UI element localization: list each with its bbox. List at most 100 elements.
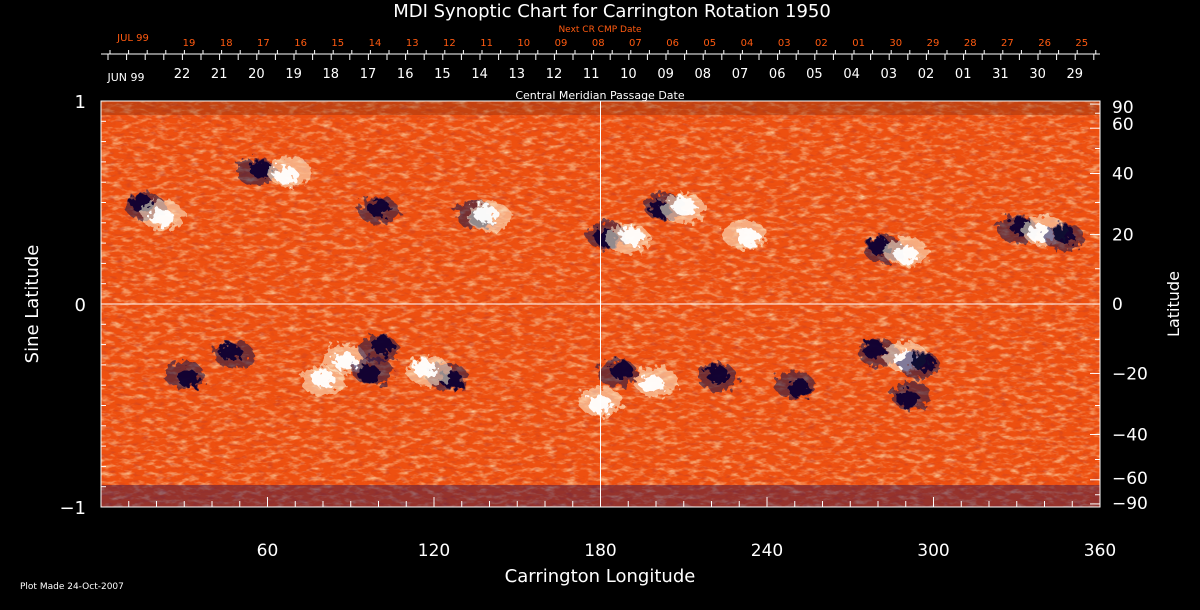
next-cr-day-label: 08 [592,38,605,49]
next-cr-day-label: 28 [964,38,977,49]
next-cr-axis-title: Next CR CMP Date [558,25,642,35]
cmp-day-label: 06 [769,67,786,82]
left-tick-label: 1 [75,92,86,113]
x-axis-label: Carrington Longitude [505,566,696,587]
cmp-axis-title: Central Meridian Passage Date [515,89,684,102]
next-cr-day-label: 29 [927,38,940,49]
plot-made-note: Plot Made 24-Oct-2007 [20,582,124,592]
next-cr-day-label: 06 [666,38,679,49]
cmp-day-label: 12 [546,67,563,82]
cmp-day-label: 14 [471,67,488,82]
cmp-day-label: 05 [806,67,823,82]
cmp-day-label: 20 [248,67,265,82]
positive-region-22 [301,366,345,397]
cmp-day-label: 19 [285,67,302,82]
next-cr-day-label: 27 [1001,38,1014,49]
cmp-day-label: 16 [397,67,414,82]
cmp-day-label: 02 [918,67,935,82]
positive-region-13 [883,236,928,267]
next-cr-day-label: 10 [517,38,530,49]
cmp-day-label: 01 [955,67,972,82]
positive-region-8 [606,224,651,255]
positive-region-11 [722,219,767,250]
x-axis-ticks: 60 120 180 240 300 360 [128,497,1116,561]
cmp-day-label: 30 [1029,67,1046,82]
next-cr-day-label: 18 [220,38,233,49]
cmp-day-label: 21 [211,67,228,82]
positive-region-10 [661,193,706,224]
x-tick-label-300: 300 [917,541,949,561]
next-cr-day-label: 16 [294,38,307,49]
negative-region-16 [1043,223,1084,252]
negative-region-18 [214,340,255,369]
next-cr-day-label: 19 [183,38,196,49]
x-tick-label-120: 120 [418,541,450,561]
next-cr-day-label: 04 [741,38,754,49]
left-tick-label: −1 [59,498,86,519]
next-cr-day-label: 03 [778,38,791,49]
right-tick-label--20: −20 [1112,364,1148,384]
right-tick-label-0: 0 [1112,295,1123,315]
next-cr-day-label: 25 [1075,38,1088,49]
cmp-day-label: 15 [434,67,451,82]
positive-region-6 [467,201,512,232]
cmp-day-label: 11 [583,67,600,82]
next-cr-day-label: 07 [629,38,642,49]
right-tick-label-60: 60 [1112,115,1134,135]
x-tick-label-60: 60 [257,541,279,561]
right-tick-label-90: 90 [1112,98,1134,118]
chart-title: MDI Synoptic Chart for Carrington Rotati… [393,1,831,22]
cmp-day-label: 09 [657,67,674,82]
next-cr-day-label: 01 [852,38,865,49]
next-cr-day-label: 13 [406,38,419,49]
next-cr-day-label: 30 [889,38,902,49]
positive-region-1 [140,199,185,230]
left-axis-label: Sine Latitude [22,245,43,364]
left-tick-label: 0 [75,295,86,316]
next-cr-month-label: JUL 99 [116,33,149,44]
next-cr-day-label: 14 [369,38,382,49]
cmp-day-label: 08 [695,67,712,82]
cmp-tick-labels: 22 21 20 19 18 17 16 15 14 13 12 11 10 09 08 07 06 05 04 03… [107,54,1095,82]
next-cr-day-label: 11 [480,38,493,49]
right-tick-label-20: 20 [1112,226,1134,246]
cmp-day-label: 29 [1067,67,1084,82]
negative-region-28 [697,363,738,392]
right-tick-label-40: 40 [1112,165,1134,185]
positive-region-27 [634,366,678,397]
negative-region-32 [899,350,940,379]
cmp-day-label: 17 [360,67,377,82]
cmp-day-label: 03 [881,67,898,82]
x-tick-label-180: 180 [584,541,616,561]
active-regions-layer [125,157,1084,417]
x-tick-label-240: 240 [751,541,783,561]
next-cr-day-label: 12 [443,38,456,49]
next-cr-day-label: 02 [815,38,828,49]
cmp-day-label: 10 [620,67,637,82]
right-tick-label--40: −40 [1112,425,1148,445]
negative-region-26 [597,359,638,388]
cmp-day-label: 22 [174,67,191,82]
negative-region-2 [236,158,277,187]
right-tick-label--90: −90 [1112,494,1148,514]
cmp-day-label: 04 [843,67,860,82]
next-cr-day-label: 15 [331,38,344,49]
cmp-day-label: 31 [992,67,1009,82]
negative-region-4 [358,196,399,225]
x-tick-label-360: 360 [1084,541,1116,561]
negative-region-33 [891,381,932,410]
cmp-day-label: 18 [323,67,340,82]
next-cr-day-label: 26 [1038,38,1051,49]
positive-region-24 [406,355,451,386]
negative-region-29 [774,371,815,400]
negative-region-20 [358,334,399,363]
cmp-day-label: 07 [732,67,749,82]
right-axis-label: Latitude [1164,271,1183,337]
negative-region-21 [352,356,393,385]
negative-region-17 [164,361,205,390]
positive-region-3 [267,157,312,188]
left-axis-ticks: 1 0 −1 [59,92,111,519]
next-cr-day-label: 09 [555,38,568,49]
